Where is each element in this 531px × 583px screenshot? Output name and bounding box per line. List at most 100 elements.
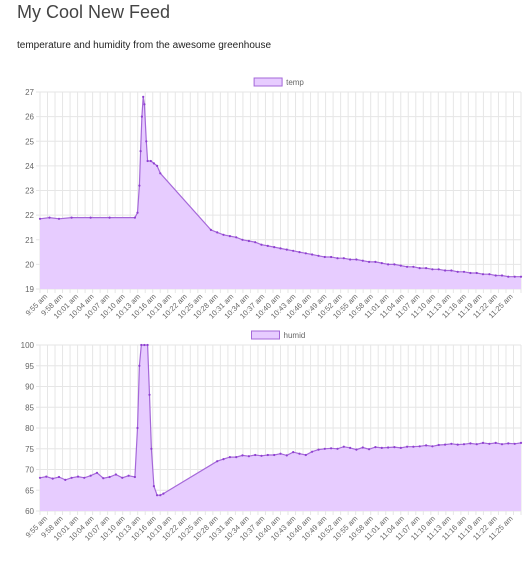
humid-data-point — [279, 452, 282, 455]
humid-y-tick-label: 90 — [25, 383, 34, 392]
temp-data-point — [139, 150, 142, 153]
page-title: My Cool New Feed — [17, 2, 171, 22]
humid-data-point — [83, 476, 86, 479]
humid-series-line — [39, 344, 522, 496]
humid-y-tick-label: 80 — [25, 424, 34, 433]
humid-data-point — [406, 445, 409, 448]
temp-data-point — [247, 239, 250, 243]
temp-data-point — [481, 273, 485, 276]
temp-data-point — [323, 255, 326, 259]
humid-legend-swatch — [251, 330, 280, 340]
temp-data-point — [143, 103, 146, 106]
temp-data-point — [368, 260, 371, 263]
temp-y-tick-label: 27 — [25, 88, 34, 97]
temp-data-point — [349, 258, 352, 261]
humid-data-point — [273, 453, 276, 457]
humid-data-point — [336, 447, 339, 450]
humid-y-tick-label: 85 — [25, 403, 34, 412]
humid-data-point — [114, 473, 117, 476]
temp-data-point — [254, 241, 257, 244]
temp-data-point — [513, 275, 516, 278]
humid-data-point — [152, 485, 155, 488]
temp-data-point — [500, 274, 504, 277]
humid-data-point — [156, 494, 159, 497]
temp-data-point — [260, 243, 263, 246]
temp-data-point — [462, 270, 466, 273]
temp-chart: temp 19 20 21 22 23 24 25 26 27 9:55 am 9:58 am 10:0… — [0, 74, 531, 342]
humid-data-point — [143, 343, 146, 347]
humid-data-point — [127, 474, 130, 477]
humid-data-point — [76, 475, 80, 478]
humid-data-point — [355, 448, 358, 451]
temp-legend-label: temp — [286, 78, 304, 87]
temp-data-point — [266, 244, 269, 247]
temp-data-point — [399, 264, 402, 267]
temp-data-point — [216, 231, 219, 234]
humid-data-point — [247, 455, 250, 458]
humid-data-point — [102, 477, 105, 480]
humid-data-point — [323, 447, 326, 450]
humid-data-point — [138, 364, 141, 367]
humid-y-tick-label: 75 — [25, 445, 34, 454]
humid-series-points — [38, 343, 523, 497]
temp-data-point — [444, 269, 447, 272]
temp-data-point — [311, 253, 314, 256]
humid-data-point — [500, 443, 504, 446]
temp-data-point — [519, 275, 523, 278]
humid-data-point — [95, 471, 99, 474]
humid-data-point — [150, 447, 153, 450]
temp-data-point — [140, 115, 143, 118]
humid-data-point — [418, 445, 421, 448]
temp-data-point — [374, 260, 377, 263]
temp-data-point — [108, 216, 111, 219]
temp-y-tick-label: 26 — [25, 113, 34, 122]
humid-data-point — [51, 477, 54, 480]
humid-data-point — [235, 456, 238, 459]
humid-data-point — [311, 450, 314, 453]
temp-y-tick-label: 20 — [25, 260, 34, 269]
humid-data-point — [317, 448, 320, 451]
humid-data-point — [136, 426, 139, 430]
temp-data-point — [304, 252, 307, 255]
humid-data-point — [399, 446, 402, 449]
temp-y-tick-label: 19 — [25, 285, 34, 294]
humid-data-point — [387, 446, 390, 449]
humid-data-point — [121, 476, 124, 479]
humid-data-point — [45, 475, 48, 478]
humid-data-point — [216, 460, 219, 463]
temp-data-point — [469, 271, 472, 275]
humid-data-point — [431, 445, 434, 448]
temp-y-tick-label: 24 — [25, 162, 34, 171]
temp-data-point — [152, 162, 155, 165]
humid-data-point — [469, 442, 472, 445]
temp-data-point — [235, 236, 238, 239]
humid-data-point — [380, 446, 383, 449]
temp-data-point — [149, 159, 152, 163]
temp-data-point — [138, 184, 141, 187]
humid-data-point — [462, 443, 466, 446]
temp-data-point — [336, 257, 339, 260]
humid-data-point — [140, 343, 143, 347]
temp-data-point — [412, 265, 415, 268]
humid-data-point — [450, 442, 453, 445]
humid-series-area — [40, 345, 521, 511]
temp-data-point — [209, 228, 212, 231]
temp-data-point — [146, 159, 149, 163]
temp-series-area — [40, 96, 521, 290]
humid-data-point — [475, 443, 478, 446]
temp-data-point — [228, 235, 231, 238]
page-subtitle: temperature and humidity from the awesom… — [17, 40, 272, 51]
humid-data-point — [444, 443, 447, 446]
temp-data-point — [387, 263, 390, 266]
temp-data-point — [355, 258, 358, 261]
temp-data-point — [488, 273, 491, 276]
temp-data-point — [380, 262, 383, 265]
temp-data-point — [285, 248, 288, 251]
temp-y-tick-label: 22 — [25, 211, 34, 220]
temp-legend-swatch — [253, 77, 283, 87]
temp-data-point — [273, 246, 276, 249]
humid-data-point — [89, 474, 92, 477]
temp-data-point — [222, 233, 225, 236]
humid-y-tick-label: 70 — [25, 466, 34, 475]
temp-data-point — [142, 95, 145, 98]
